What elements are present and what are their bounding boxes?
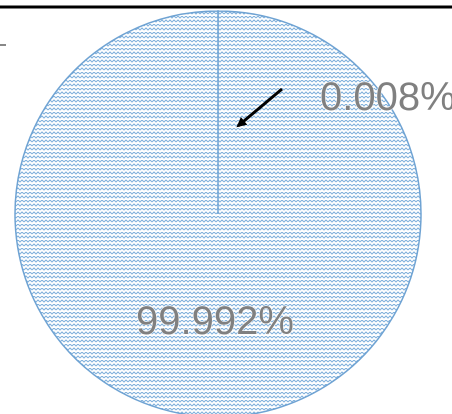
callout-arrow (236, 87, 283, 128)
pie-slices (14, 10, 422, 414)
pie-slice-large (14, 10, 422, 414)
slice-label-large: 99.992% (136, 299, 294, 343)
slice-label-small: 0.008% (320, 75, 452, 119)
